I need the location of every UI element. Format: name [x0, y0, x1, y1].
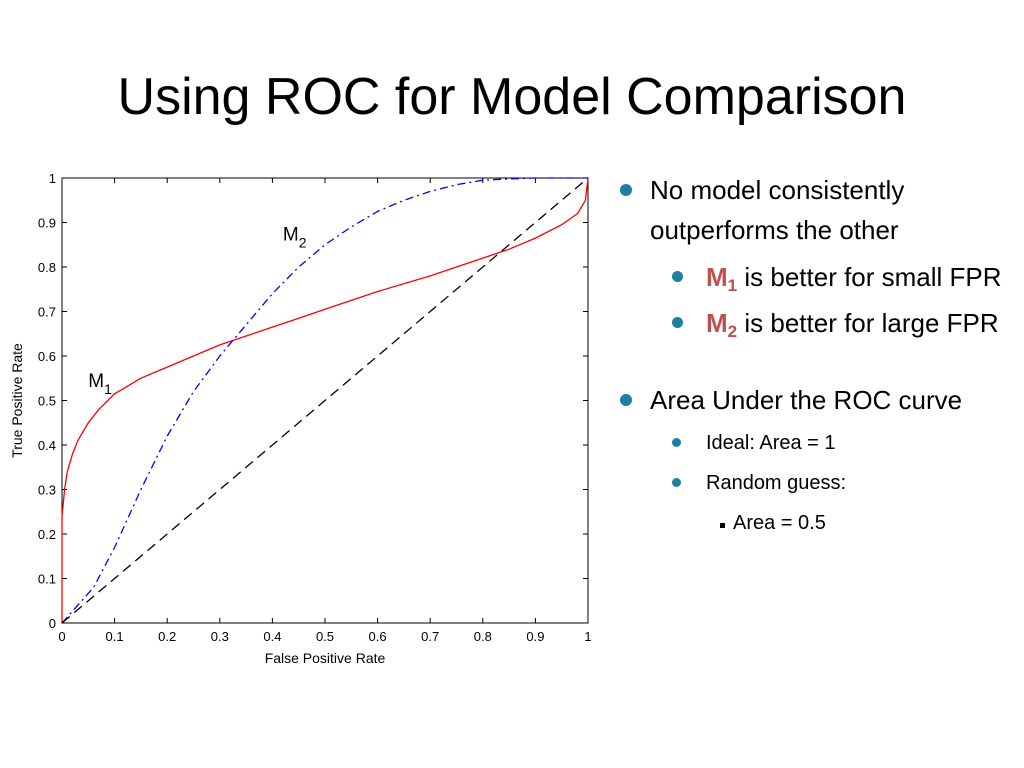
x-tick-label: 0.4: [263, 629, 281, 644]
bullet-text: is better for large FPR: [737, 308, 999, 338]
bullet-dot: [620, 184, 632, 196]
series-m2-line: [61, 177, 588, 624]
x-tick-label: 0.9: [526, 629, 544, 644]
x-axis-label: False Positive Rate: [265, 650, 386, 666]
x-tick-label: 0: [58, 629, 65, 644]
x-tick-label: 0.5: [316, 629, 334, 644]
y-axis-label: True Positive Rate: [9, 343, 25, 458]
x-tick-label: 0.8: [474, 629, 492, 644]
y-tick-label: 0.1: [38, 572, 56, 587]
model-m1-label: M1: [706, 262, 738, 295]
bullet-text: No model consistently outperforms the ot…: [650, 175, 905, 245]
bullet-text: is better for small FPR: [737, 262, 1002, 292]
y-tick-label: 0.8: [38, 260, 56, 275]
bullet-dot: [672, 478, 681, 487]
y-tick-label: 0: [49, 616, 56, 631]
x-tick-label: 0.1: [106, 629, 124, 644]
bullet-text: Random guess:: [706, 472, 847, 494]
bullet-list: No model consistently outperforms the ot…: [618, 170, 1013, 538]
bullet-random: Random guess:: [618, 468, 1013, 498]
bullet-dot: [672, 271, 683, 282]
y-tick-label: 0.2: [38, 527, 56, 542]
y-tick-label: 0.9: [38, 216, 56, 231]
bullet-text: Area Under the ROC curve: [650, 385, 963, 415]
y-tick-label: 0.4: [38, 438, 56, 453]
bullet-m2: M2 is better for large FPR: [618, 304, 1013, 342]
bullet-no-model: No model consistently outperforms the ot…: [618, 170, 1013, 250]
series-label-subscript: 2: [299, 234, 307, 250]
bullet-dot: [672, 438, 681, 447]
bullet-dot: [620, 394, 632, 406]
bullet-text: Area = 0.5: [733, 512, 826, 534]
bullet-auc: Area Under the ROC curve: [618, 380, 1013, 420]
x-tick-label: 0.3: [211, 629, 229, 644]
y-tick-label: 1: [49, 171, 56, 186]
x-tick-label: 0.2: [158, 629, 176, 644]
series-m1-line: [61, 177, 589, 623]
y-tick-label: 0.3: [38, 483, 56, 498]
x-tick-label: 0.6: [369, 629, 387, 644]
bullet-text: Ideal: Area = 1: [706, 432, 836, 454]
y-tick-label: 0.7: [38, 305, 56, 320]
slide-title: Using ROC for Model Comparison: [117, 68, 907, 126]
roc-chart: 0 0.1 0.2 0.3 0.4 0.5 0.6 0.7 0.8 0.9 1 0 0.1 0.2 0.3 0…: [0, 160, 605, 680]
roc-chart-svg: 0 0.1 0.2 0.3 0.4 0.5 0.6 0.7 0.8 0.9 1 0 0.1 0.2 0.3 0…: [9, 171, 592, 666]
y-tick-label: 0.5: [38, 394, 56, 409]
bullet-square: [720, 523, 725, 528]
model-m2-label: M2: [706, 308, 738, 341]
x-tick-label: 0.7: [421, 629, 439, 644]
bullet-ideal: Ideal: Area = 1: [618, 428, 1013, 458]
series-random-line: [61, 177, 589, 624]
series-label-subscript: 1: [104, 381, 112, 397]
x-tick-label: 1: [584, 629, 591, 644]
bullet-random-area: Area = 0.5: [618, 508, 1013, 538]
y-tick-label: 0.6: [38, 349, 56, 364]
bullet-dot: [672, 317, 683, 328]
bullet-m1: M1 is better for small FPR: [618, 258, 1013, 296]
